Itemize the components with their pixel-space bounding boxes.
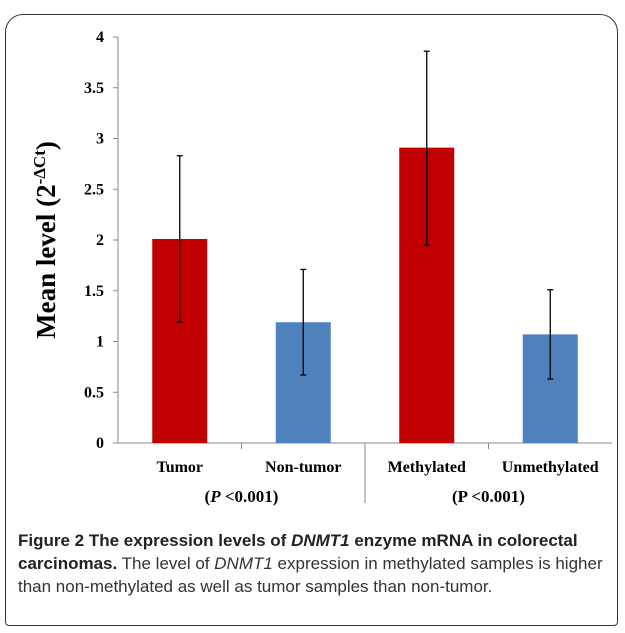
y-axis-label: Mean level (2-ΔCt) xyxy=(30,141,61,339)
x-tick-label: Tumor xyxy=(156,459,203,476)
y-tick-label: 0.5 xyxy=(84,384,104,401)
y-tick-label: 4 xyxy=(96,29,104,46)
gene-name: DNMT1 xyxy=(291,531,350,550)
bar-chart: 0 0.5 1 1.5 2 2.5 3 3.5 4 Tumor Non-tumor Methylate… xyxy=(30,29,612,506)
group-p-value-label: (P <0.001) xyxy=(205,487,279,506)
group-p-value-label: (P <0.001) xyxy=(452,487,525,506)
y-tick-label: 3.5 xyxy=(84,80,104,97)
caption-title: The expression levels of DNMT1 enzyme mR… xyxy=(18,531,578,573)
figure-frame xyxy=(5,14,618,626)
x-tick-label: Non-tumor xyxy=(265,459,341,476)
gene-name: DNMT1 xyxy=(214,554,273,573)
x-tick-label: Unmethylated xyxy=(502,459,599,476)
x-tick-label: Methylated xyxy=(388,459,466,476)
y-tick-label: 2 xyxy=(96,232,104,249)
y-tick-label: 2.5 xyxy=(84,181,104,198)
figure-caption: Figure 2 The expression levels of DNMT1 … xyxy=(18,529,608,598)
caption-body: The level of DNMT1 expression in methyla… xyxy=(18,554,603,596)
y-tick-label: 3 xyxy=(96,131,104,148)
y-tick-label: 1 xyxy=(96,334,104,351)
figure-label: Figure 2 xyxy=(18,531,85,550)
y-tick-label: 0 xyxy=(96,435,104,452)
y-tick-label: 1.5 xyxy=(84,283,104,300)
